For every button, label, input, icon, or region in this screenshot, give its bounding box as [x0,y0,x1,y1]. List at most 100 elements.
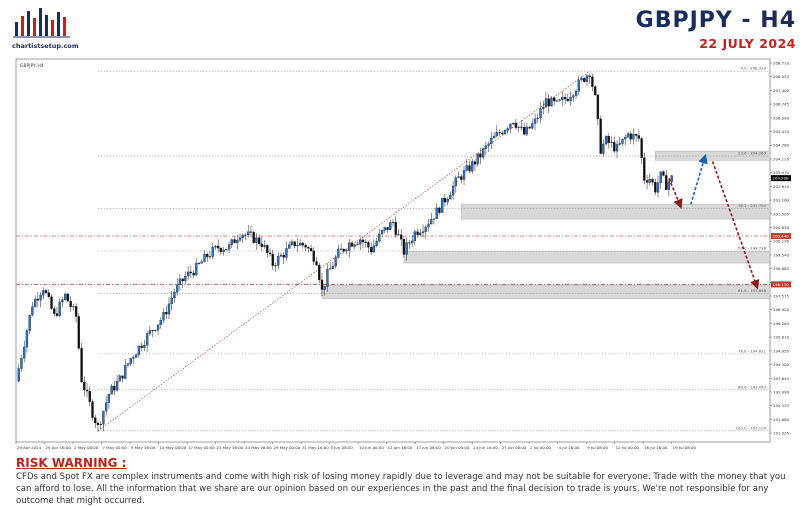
y-tick-label: 201.505 [773,211,790,216]
candle-body [96,422,100,426]
candle-body [50,296,53,309]
x-tick-label: 4 Jul 16:00 [559,445,580,450]
brand-logo-text: chartistsetup.com [12,42,79,50]
candle-body [405,242,408,255]
candle-body [517,126,520,128]
candle-body [296,245,299,247]
candle-body [432,218,436,220]
candle-body [451,185,455,196]
candle-body [375,240,378,246]
candle-body [214,245,217,248]
candle-body [293,241,296,247]
candle-body [238,237,242,241]
candles-logo-icon [13,8,70,38]
candle-body [563,97,567,100]
candle-body [634,134,638,136]
x-tick-label: 2 May 08:00 [74,445,99,450]
candle-body [124,365,127,379]
candle-body [482,148,485,158]
candle-body [506,128,509,131]
candle-body [72,306,75,308]
candle-body [397,234,400,236]
candle-body [44,290,48,293]
candle-body [413,231,417,242]
candle-body [604,136,608,145]
candle-body [74,306,78,317]
candle-body [252,232,255,243]
candle-body [105,402,108,412]
candle-body [400,234,403,240]
candle-body [135,354,138,358]
chart-date: 22 JULY 2024 [699,36,796,51]
candle-body [249,231,253,233]
demand-zone [403,251,771,264]
candle-body [203,253,206,262]
fib-level-label: 88.6 - 193.093 [738,384,767,389]
candle-body [621,138,624,144]
x-tick-label: 29 Apr 16:00 [46,445,72,450]
candle-body [217,245,220,249]
y-tick-label: 203.470 [773,170,790,175]
candle-body [20,358,23,369]
candle-body [186,271,190,277]
candle-body [110,385,113,395]
candle-body [356,243,359,245]
candle-body [236,240,239,244]
candle-body [342,248,345,252]
candle-body [66,293,70,302]
candle-body [129,358,132,364]
price-tag-box [771,233,791,240]
y-tick-label: 198.885 [773,266,790,271]
price-chart[interactable]: GBPJPY,H4 0.0 - 208.320 23.6 - 204.263 38.2… [14,57,800,452]
candle-body [339,248,343,250]
candle-body [637,135,641,139]
candle-body [577,79,580,92]
candle-body [31,306,34,316]
demand-zone [321,284,771,299]
candle-body [230,239,233,245]
candle-body [288,244,291,249]
candle-body [648,179,651,183]
candle-body [421,231,425,233]
y-tick-label: 204.780 [773,143,790,148]
candle-body [531,123,534,129]
symbol-label: GBPJPY,H4 [20,63,44,69]
candle-body [640,138,643,158]
candle-body [102,411,105,425]
candle-body [656,182,660,193]
candle-body [348,242,351,251]
candle-body [307,247,310,249]
candle-body [471,161,474,172]
candle-body [539,108,542,119]
candle-body [520,126,523,128]
candle-body [389,222,392,230]
y-tick-label: 193.645 [773,376,790,381]
y-tick-label: 208.055 [773,74,790,79]
candle-body [361,239,365,243]
y-tick-label: 205.435 [773,129,790,134]
y-tick-label: 206.090 [773,115,790,120]
candle-body [53,308,56,314]
fib-level-label: 100.0 - 191.134 [736,425,767,430]
y-tick-label: 202.815 [773,184,790,189]
candle-body [574,91,578,96]
projection-arrow [690,153,708,205]
candle-body [544,98,548,108]
x-tick-label: 5 Jun 08:00 [331,445,354,450]
candle-body [323,286,326,290]
candle-body [430,218,433,225]
y-tick-label: 206.745 [773,102,790,107]
candle-body [602,143,605,154]
candle-body [132,357,135,359]
candle-body [588,75,591,77]
candle-body [173,292,176,299]
candle-body [580,78,583,81]
candle-body [498,132,501,134]
fib-level-label: 0.0 - 208.320 [740,66,766,71]
candle-body [490,137,493,144]
candle-body [331,265,335,269]
candle-body [449,194,452,200]
risk-warning-text: CFDs and Spot FX are complex instruments… [16,472,786,506]
candle-body [624,137,627,140]
x-tick-label: 24 Jun 16:00 [473,445,498,450]
